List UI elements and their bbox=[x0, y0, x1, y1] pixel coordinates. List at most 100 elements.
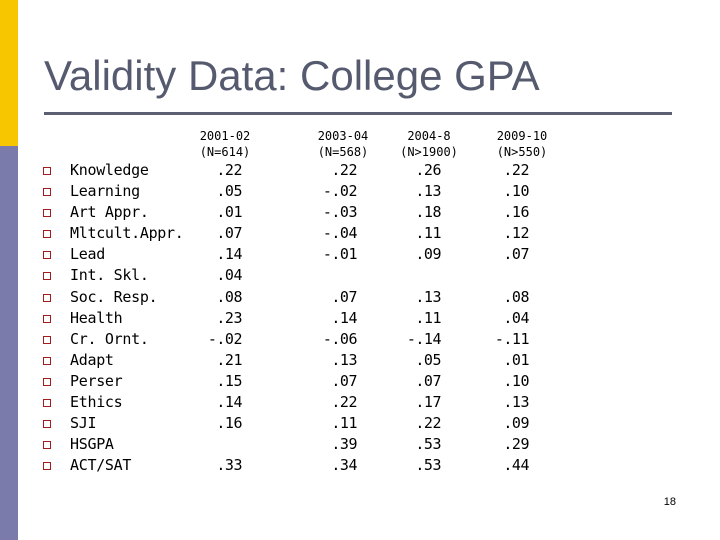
column-header-years: 2001-02 bbox=[199, 129, 251, 143]
table-row: Learning .05 -.02 .13 .10 bbox=[0, 181, 720, 202]
row-label: Knowledge bbox=[70, 161, 149, 179]
table-cell: .05 bbox=[415, 350, 441, 369]
table-cell: -.14 bbox=[406, 329, 442, 348]
row-label: Ethics bbox=[70, 393, 123, 412]
row-label: Mltcult.Appr. bbox=[70, 224, 184, 243]
table-cell: .53 bbox=[415, 435, 441, 454]
table-row: Lead .14 -.01 .09 .07 bbox=[0, 244, 720, 265]
table-cell: .13 bbox=[503, 393, 529, 412]
table-cell: .05 bbox=[216, 182, 242, 201]
table-cell: .18 bbox=[415, 203, 441, 222]
column-header-n: (N=614) bbox=[199, 145, 251, 159]
accent-bar-top bbox=[0, 0, 18, 146]
table-cell: .08 bbox=[216, 287, 242, 306]
square-bullet-icon bbox=[43, 167, 51, 175]
square-bullet-icon bbox=[43, 314, 51, 323]
table-row: Adapt .21 .13 .05 .01 bbox=[0, 350, 720, 371]
row-label: Adapt bbox=[70, 350, 114, 369]
table-cell: .33 bbox=[216, 456, 242, 475]
table-cell: .15 bbox=[216, 371, 242, 390]
column-header-3: 2004-8 (N>1900) bbox=[389, 128, 469, 160]
table-cell: .21 bbox=[216, 350, 242, 369]
table-cell: .11 bbox=[415, 224, 441, 243]
row-label: Learning bbox=[70, 182, 140, 201]
table-cell: .17 bbox=[415, 393, 441, 412]
table-cell: .12 bbox=[503, 224, 529, 243]
table-cell: .22 bbox=[331, 161, 357, 179]
table-cell: .08 bbox=[503, 287, 529, 306]
table-cell: -.06 bbox=[322, 329, 358, 348]
table-cell: .11 bbox=[331, 414, 357, 433]
table-cell: .23 bbox=[216, 308, 242, 327]
table-row: Health .23 .14 .11 .04 bbox=[0, 308, 720, 329]
table-cell: .22 bbox=[331, 393, 357, 412]
table-cell: .14 bbox=[216, 393, 242, 412]
square-bullet-icon bbox=[43, 377, 51, 386]
table-cell: .53 bbox=[415, 456, 441, 475]
row-label: Soc. Resp. bbox=[70, 287, 158, 306]
table-row: Int. Skl. .04 bbox=[0, 265, 720, 286]
table-cell: .13 bbox=[415, 287, 441, 306]
table-cell: .10 bbox=[503, 371, 529, 390]
column-header-4: 2009-10 (N>550) bbox=[482, 128, 562, 160]
square-bullet-icon bbox=[43, 209, 51, 218]
row-label: Cr. Ornt. bbox=[70, 329, 149, 348]
column-header-years: 2003-04 bbox=[317, 129, 369, 143]
square-bullet-icon bbox=[43, 356, 51, 365]
square-bullet-icon bbox=[43, 293, 51, 302]
table-cell: .04 bbox=[503, 308, 529, 327]
table-cell: .16 bbox=[503, 203, 529, 222]
column-header-years: 2009-10 bbox=[496, 129, 548, 143]
table-cell: -.01 bbox=[322, 245, 358, 264]
table-cell: .07 bbox=[415, 371, 441, 390]
column-header-years: 2004-8 bbox=[407, 129, 451, 143]
row-label: Int. Skl. bbox=[70, 266, 149, 285]
table-cell: .07 bbox=[503, 245, 529, 264]
table-cell: .13 bbox=[415, 182, 441, 201]
table-cell: .13 bbox=[331, 350, 357, 369]
row-label: Lead bbox=[70, 245, 105, 264]
table-cell: .10 bbox=[503, 182, 529, 201]
table-row: SJI .16 .11 .22 .09 bbox=[0, 413, 720, 434]
table-cell: .22 bbox=[503, 161, 529, 179]
table-row: Ethics .14 .22 .17 .13 bbox=[0, 392, 720, 413]
table-row: Mltcult.Appr. .07 -.04 .11 .12 bbox=[0, 223, 720, 244]
table-cell: .34 bbox=[331, 456, 357, 475]
table-cell: .11 bbox=[415, 308, 441, 327]
row-label: ACT/SAT bbox=[70, 456, 132, 475]
square-bullet-icon bbox=[43, 420, 51, 429]
accent-bar-bottom bbox=[0, 146, 18, 540]
slide-title: Validity Data: College GPA bbox=[44, 52, 540, 99]
table-row: ACT/SAT .33 .34 .53 .44 bbox=[0, 455, 720, 476]
table-cell: -.03 bbox=[322, 203, 358, 222]
table-row: Soc. Resp. .08 .07 .13 .08 bbox=[0, 287, 720, 308]
table-cell: -.02 bbox=[207, 329, 243, 348]
table-cell: .22 bbox=[415, 414, 441, 433]
table-cell: .09 bbox=[503, 414, 529, 433]
table-cell: .07 bbox=[331, 371, 357, 390]
column-header-2: 2003-04 (N=568) bbox=[303, 128, 383, 160]
square-bullet-icon bbox=[43, 188, 51, 197]
page-number: 18 bbox=[663, 496, 676, 508]
table-cell: .14 bbox=[216, 245, 242, 264]
row-label: Perser bbox=[70, 371, 123, 390]
table-cell: -.02 bbox=[322, 182, 358, 201]
validity-table: Knowledge .22 .22 .26 .22 Learning .05 -… bbox=[0, 160, 720, 476]
column-header-n: (N>550) bbox=[496, 145, 548, 159]
table-row: HSGPA .39 .53 .29 bbox=[0, 434, 720, 455]
table-cell: -.11 bbox=[494, 329, 530, 348]
table-row: Knowledge .22 .22 .26 .22 bbox=[0, 160, 720, 181]
table-cell: -.04 bbox=[322, 224, 358, 243]
square-bullet-icon bbox=[43, 335, 51, 344]
table-cell: .01 bbox=[216, 203, 242, 222]
table-cell: .29 bbox=[503, 435, 529, 454]
table-cell: .44 bbox=[503, 456, 529, 475]
table-cell: .04 bbox=[216, 266, 242, 285]
square-bullet-icon bbox=[43, 272, 51, 281]
table-row: Cr. Ornt. -.02 -.06 -.14 -.11 bbox=[0, 329, 720, 350]
column-header-n: (N=568) bbox=[317, 145, 369, 159]
column-header-1: 2001-02 (N=614) bbox=[185, 128, 265, 160]
table-cell: .39 bbox=[331, 435, 357, 454]
row-label: Health bbox=[70, 308, 123, 327]
table-row: Perser .15 .07 .07 .10 bbox=[0, 371, 720, 392]
